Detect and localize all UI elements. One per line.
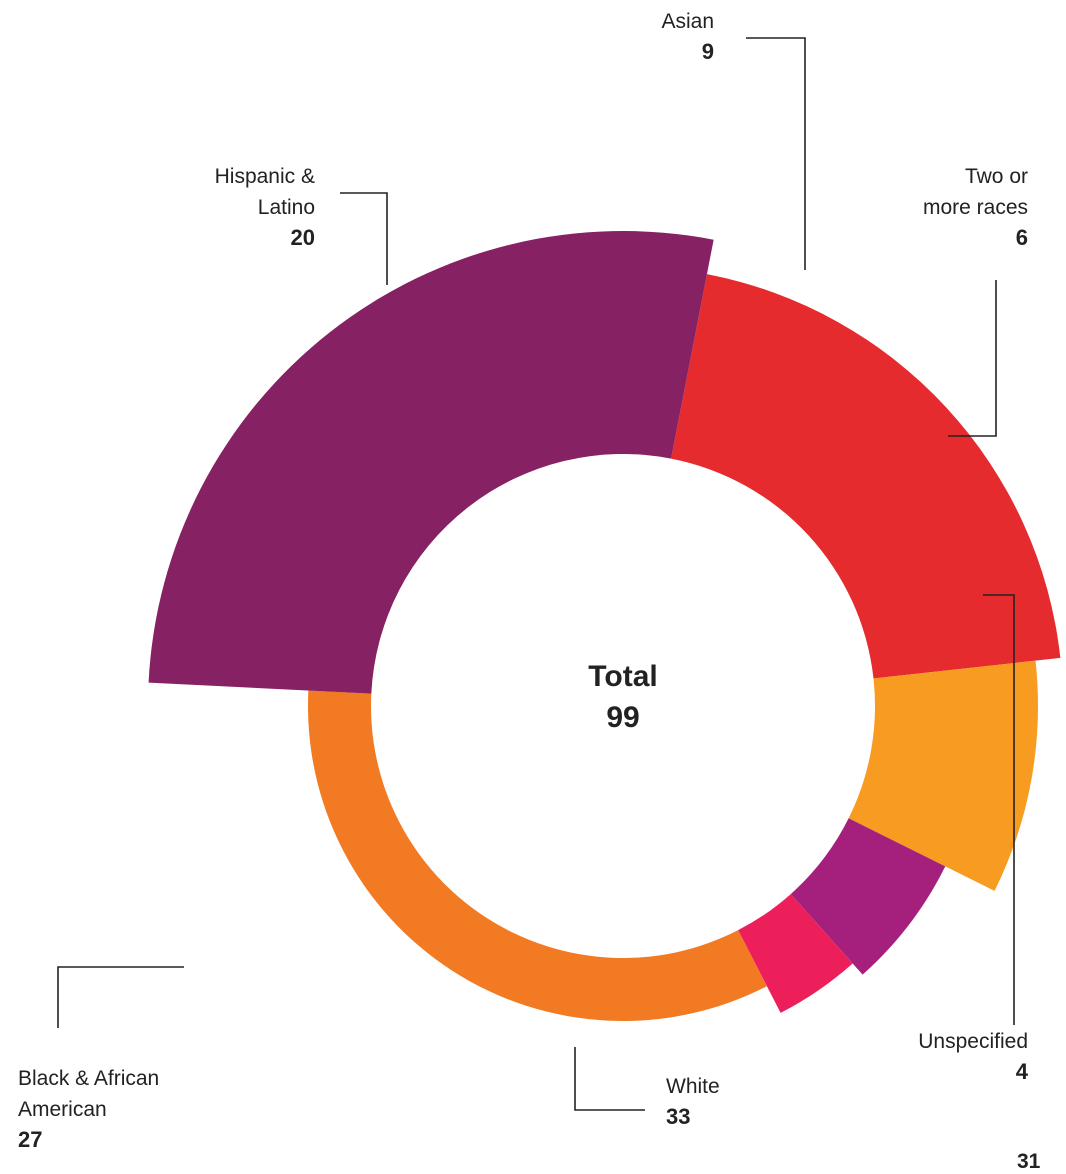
leader-line-asian — [746, 37, 806, 270]
label-white: White — [666, 1075, 720, 1098]
leader-line-hispanic-latino — [340, 192, 388, 285]
value-white: 33 — [666, 1104, 690, 1129]
center-total-value: 99 — [606, 701, 639, 734]
label-unspecified: Unspecified — [918, 1030, 1028, 1053]
label-black-african-american: Black & African — [18, 1067, 159, 1090]
label-two-or-more-races: more races — [923, 196, 1028, 219]
chart-slices — [148, 231, 1061, 1021]
leader-line-two-or-more-races — [948, 280, 997, 437]
slice-white — [307, 690, 767, 1021]
label-hispanic-latino: Latino — [258, 196, 315, 219]
value-asian: 9 — [702, 39, 714, 64]
label-asian: Asian — [661, 10, 714, 33]
leader-line-black-african-american — [57, 966, 184, 1028]
slice-labels: Hispanic & Latino 20 Asian 9 Two or more races… — [18, 10, 1029, 1152]
leader-line-white — [574, 1047, 645, 1111]
slice-black-african-american — [148, 231, 714, 694]
label-black-african-american: American — [18, 1098, 107, 1121]
slice-two-or-more-races — [790, 818, 946, 975]
value-unspecified: 4 — [1016, 1059, 1029, 1084]
slice-hispanic-latino — [671, 274, 1061, 679]
slice-asian — [848, 660, 1038, 891]
value-two-or-more-races: 6 — [1016, 225, 1028, 250]
page-number: 31 — [1017, 1150, 1041, 1173]
value-hispanic-latino: 20 — [291, 225, 315, 250]
label-leader-lines — [57, 37, 1015, 1111]
leader-line-unspecified — [983, 594, 1015, 1025]
value-black-african-american: 27 — [18, 1127, 42, 1152]
slice-unspecified — [738, 894, 853, 1013]
label-two-or-more-races: Two or — [965, 165, 1028, 188]
label-hispanic-latino: Hispanic & — [215, 165, 315, 188]
center-total-label: Total — [588, 660, 657, 693]
